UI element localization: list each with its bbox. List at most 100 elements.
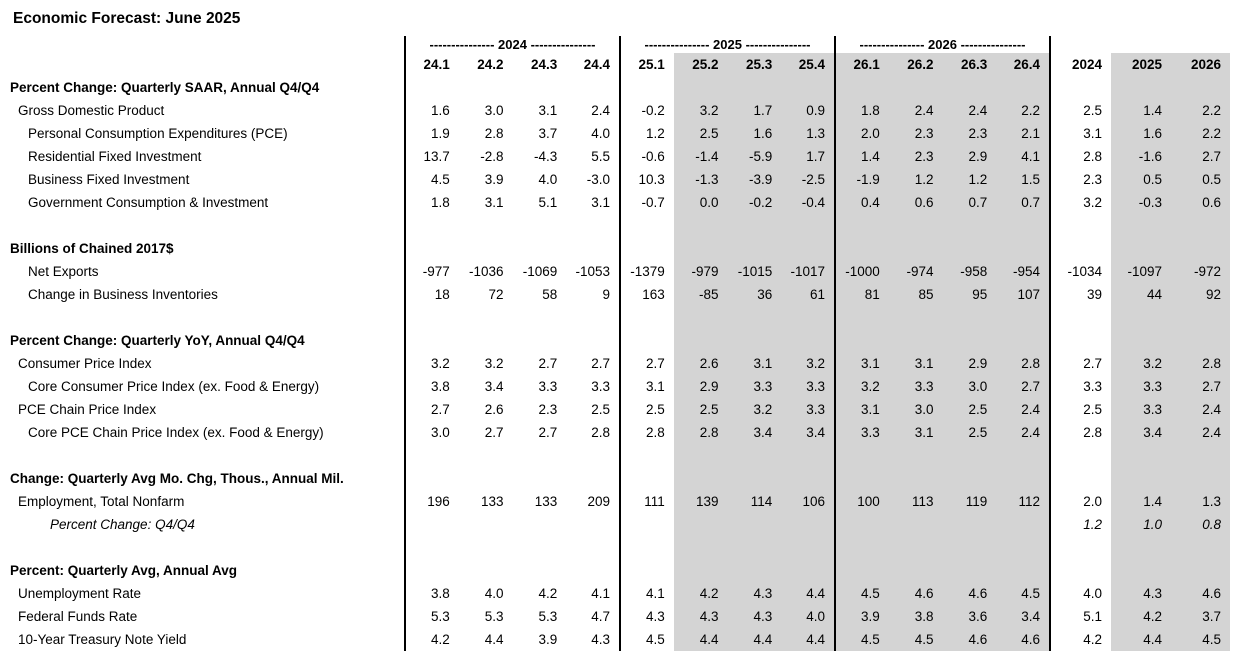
value-cell: -1.3 [673, 168, 728, 191]
value-cell [459, 329, 513, 352]
spacer-row [0, 536, 1230, 559]
value-cell [404, 536, 459, 559]
value-cell [727, 214, 782, 237]
row-label: Business Fixed Investment [28, 172, 190, 187]
row-label: Consumer Price Index [18, 356, 152, 371]
value-cell [1171, 329, 1230, 352]
value-cell: 3.3 [834, 421, 889, 444]
value-cell: -0.2 [727, 191, 782, 214]
spacer-row [0, 306, 1230, 329]
value-cell: 13.7 [404, 145, 459, 168]
value-cell [513, 467, 567, 490]
value-cell: 5.1 [1049, 605, 1111, 628]
value-cell: 2.2 [1171, 99, 1230, 122]
value-cell [834, 329, 889, 352]
table-row: Business Fixed Investment 4.5 3.9 4.0 -3.0 10… [0, 168, 1230, 191]
value-cell: 3.1 [619, 375, 674, 398]
value-cell [566, 444, 620, 467]
value-cell [566, 237, 620, 260]
value-cell: 2.8 [1171, 352, 1230, 375]
quarter-header-cell: 24.2 [477, 57, 504, 72]
value-cell: 1.7 [781, 145, 835, 168]
value-cell [619, 513, 674, 536]
value-cell: 2.6 [673, 352, 728, 375]
value-cell: 2.2 [996, 99, 1050, 122]
value-cell: 3.4 [781, 421, 835, 444]
value-cell: -3.9 [727, 168, 782, 191]
value-cell: 2.3 [888, 145, 943, 168]
section-header: Percent: Quarterly Avg, Annual Avg [10, 563, 238, 578]
value-cell: 2.5 [673, 122, 728, 145]
value-cell: -85 [673, 283, 728, 306]
value-cell [459, 76, 513, 99]
value-cell: -1034 [1049, 260, 1111, 283]
value-cell: 2.3 [888, 122, 943, 145]
table-row: Core PCE Chain Price Index (ex. Food & E… [0, 421, 1230, 444]
value-cell: 2.5 [942, 421, 997, 444]
value-cell [513, 76, 567, 99]
value-cell: 4.3 [619, 605, 674, 628]
value-cell [566, 467, 620, 490]
value-cell [1171, 444, 1230, 467]
table-row: PCE Chain Price Index 2.7 2.6 2.3 2.5 2.5 2.5 3… [0, 398, 1230, 421]
value-cell [996, 76, 1050, 99]
annual-spacer-cell [1049, 36, 1111, 53]
value-cell [459, 536, 513, 559]
value-cell [1049, 76, 1111, 99]
value-cell: 4.2 [1111, 605, 1171, 628]
value-cell: 3.1 [727, 352, 782, 375]
spacer-row [0, 214, 1230, 237]
row-label [0, 36, 405, 53]
row-label: Government Consumption & Investment [28, 195, 269, 210]
value-cell [942, 444, 997, 467]
value-cell: -972 [1171, 260, 1230, 283]
report-title: Economic Forecast: June 2025 [13, 10, 241, 27]
value-cell: 3.3 [538, 379, 558, 394]
value-cell [404, 559, 459, 582]
value-cell [834, 306, 889, 329]
annual-header-cell: 2024 [1049, 53, 1111, 76]
value-cell [942, 559, 997, 582]
value-cell [513, 444, 567, 467]
value-cell: -0.7 [619, 191, 674, 214]
value-cell [619, 306, 674, 329]
value-cell [888, 444, 943, 467]
value-cell: 2.4 [942, 99, 997, 122]
value-cell [513, 306, 567, 329]
value-cell: -1.9 [834, 168, 889, 191]
value-cell: 2.9 [942, 352, 997, 375]
value-cell: 3.1 [1049, 122, 1111, 145]
value-cell: 72 [488, 287, 504, 302]
value-cell: 0.7 [996, 191, 1050, 214]
value-cell [996, 536, 1050, 559]
value-cell: -0.4 [781, 191, 835, 214]
value-cell [888, 329, 943, 352]
value-cell: 3.3 [591, 379, 610, 394]
value-cell: 3.1 [591, 195, 610, 210]
value-cell: 3.3 [1049, 375, 1111, 398]
value-cell [513, 237, 567, 260]
value-cell: 39 [1049, 283, 1111, 306]
quarter-header-cell: 25.2 [673, 53, 728, 76]
value-cell: 2.7 [484, 425, 504, 440]
value-cell [673, 536, 728, 559]
section-header-row: Change: Quarterly Avg Mo. Chg, Thous., A… [0, 467, 1230, 490]
value-cell: -0.2 [619, 99, 674, 122]
value-cell: 4.6 [888, 582, 943, 605]
value-cell: 1.7 [727, 99, 782, 122]
value-cell [1111, 329, 1171, 352]
spacer-row [0, 444, 1230, 467]
value-cell [1171, 536, 1230, 559]
value-cell: 112 [996, 490, 1050, 513]
value-cell [727, 329, 782, 352]
value-cell: 2.9 [942, 145, 997, 168]
value-cell: 1.3 [781, 122, 835, 145]
value-cell [566, 306, 620, 329]
value-cell: 1.2 [942, 168, 997, 191]
value-cell [942, 306, 997, 329]
value-cell [619, 237, 674, 260]
value-cell: 44 [1111, 283, 1171, 306]
value-cell: 209 [587, 494, 610, 509]
value-cell [727, 444, 782, 467]
value-cell: 1.4 [1111, 490, 1171, 513]
